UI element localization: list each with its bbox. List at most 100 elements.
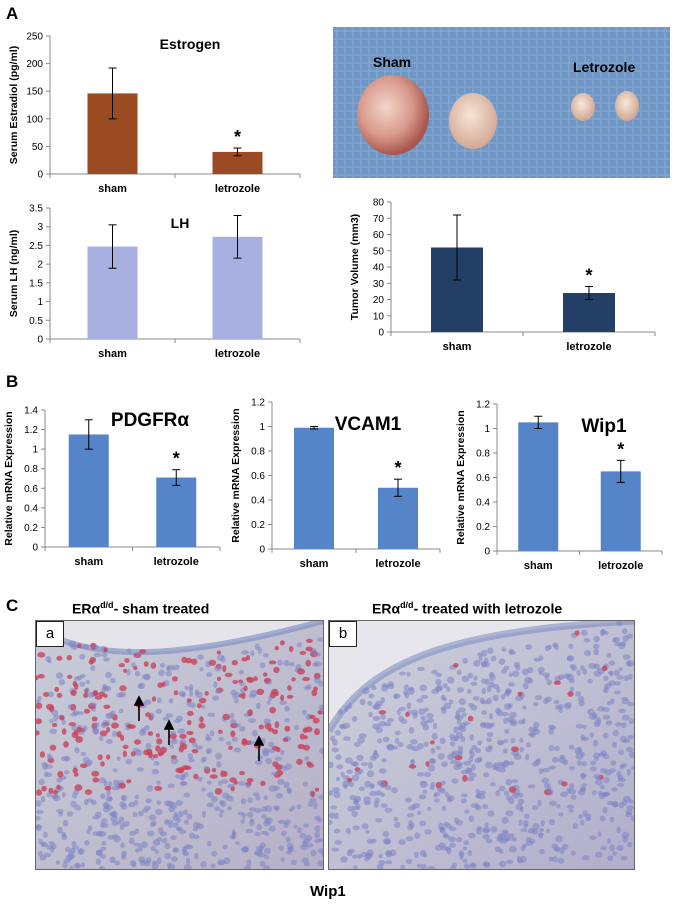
nucleus [36,815,41,821]
nucleus [438,842,446,848]
nucleus [578,695,585,703]
nucleus [502,748,508,754]
nucleus [299,832,307,839]
nucleus [51,722,58,728]
nucleus [509,711,517,719]
y-tick-label: 80 [373,198,385,209]
nucleus [198,722,206,729]
nucleus [511,779,519,784]
nucleus [558,812,564,817]
nucleus [99,865,105,869]
nucleus [482,828,491,834]
nucleus [83,692,89,699]
nucleus [621,714,630,721]
nucleus [630,765,634,771]
nucleus [238,669,245,675]
nucleus [214,806,221,811]
nucleus [91,644,99,649]
nucleus [234,698,239,704]
nucleus [340,856,348,863]
nucleus [143,661,149,667]
nucleus [472,696,480,701]
panel-label-a: A [6,4,19,23]
nucleus [456,837,463,843]
nucleus [350,761,358,767]
nucleus [391,787,398,794]
y-tick-label: 0.8 [251,447,265,458]
nucleus [91,716,98,722]
nucleus [468,703,475,707]
nucleus [347,848,355,854]
nucleus [449,741,456,747]
nucleus [427,806,432,811]
nucleus [405,836,414,842]
nucleus [197,654,204,660]
nucleus [621,831,630,839]
nucleus [253,676,258,681]
nucleus [151,768,160,775]
micrograph-sham: a [35,620,324,870]
nucleus [568,808,574,813]
nucleus [313,661,322,667]
nucleus [186,813,193,820]
nucleus [384,839,392,845]
nucleus [319,747,323,754]
nucleus [193,773,199,780]
nucleus [332,787,340,793]
significance-marker: * [617,439,624,459]
nucleus [387,681,394,687]
y-tick-label: 60 [373,230,385,241]
nucleus [79,653,86,660]
nucleus [467,776,475,782]
nucleus [407,687,415,695]
nucleus [120,842,125,849]
nucleus [105,671,112,679]
lh-chart: 0 0.5 1 1.5 2 2.5 3 3.5 sham letrozole Serum LH (n… [8,204,301,360]
nucleus [482,833,490,840]
nucleus [271,688,279,695]
nucleus [196,823,205,830]
nucleus [509,718,517,725]
nucleus [302,727,308,734]
nucleus [45,655,52,662]
nucleus [548,765,556,770]
nucleus [522,705,527,710]
x-tick-label-sham: sham [300,558,329,570]
nucleus [612,851,617,856]
nucleus [279,640,285,646]
nucleus [164,842,171,850]
nucleus [505,778,512,786]
nucleus [303,685,311,691]
nucleus [625,809,633,815]
nucleus [619,764,625,770]
significance-marker: * [394,458,401,478]
nucleus [103,693,108,698]
nucleus [417,772,425,777]
nucleus [351,810,359,817]
nucleus [489,674,496,681]
nucleus [169,744,174,749]
nucleus [332,739,338,746]
y-tick-label: 1.5 [29,278,43,289]
nucleus [576,669,581,676]
nucleus [420,720,427,727]
nucleus [331,847,339,852]
nucleus [296,642,303,648]
nucleus [294,724,300,731]
nucleus [335,754,342,760]
tumor-sham-1 [357,75,429,155]
nucleus [317,637,323,642]
nucleus [99,735,104,741]
nucleus [525,644,533,650]
nucleus [247,797,253,804]
nucleus [446,686,451,692]
nucleus [126,779,132,784]
nucleus [396,709,401,716]
nucleus [498,785,506,792]
nucleus [288,645,294,653]
nucleus [201,810,206,818]
nucleus [99,730,108,737]
nucleus [411,746,420,752]
nucleus [310,849,317,857]
nucleus [232,693,237,699]
